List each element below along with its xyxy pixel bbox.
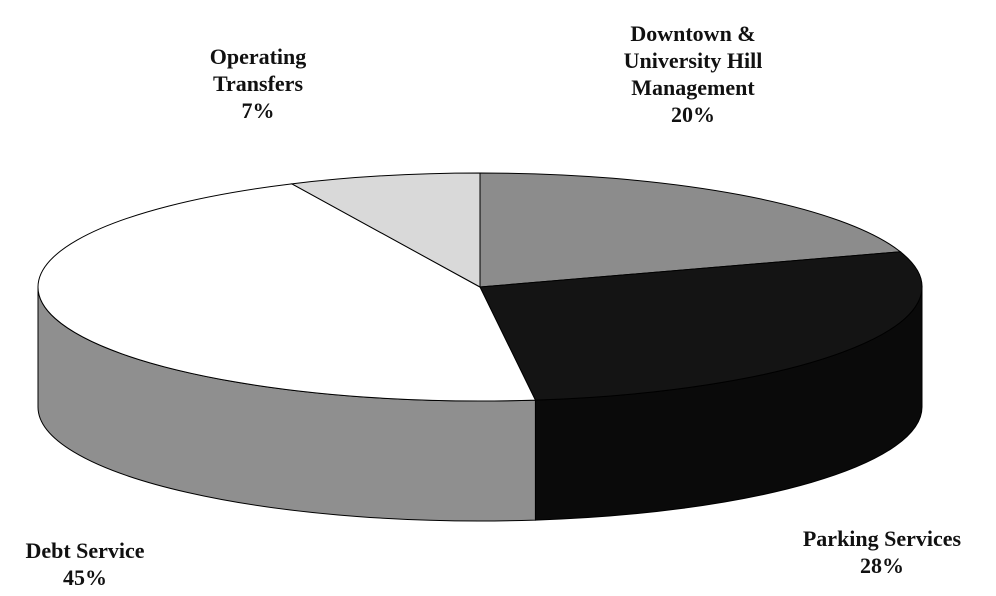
slice-value-label: 45% [63,565,107,590]
slice-label: Operating Transfers [209,44,307,96]
slice-label: Downtown & University Hill Management [623,21,763,100]
pie-slice [290,172,481,288]
pie-slice [37,183,537,402]
slice-value-label: 20% [671,102,715,127]
pie-slice [479,172,902,288]
pie-slice [479,251,923,401]
slice-label: Debt Service [25,538,145,563]
slice-label: Parking Services [802,526,962,551]
slice-value-label: 28% [860,553,904,578]
slice-value-label: 7% [241,98,275,123]
